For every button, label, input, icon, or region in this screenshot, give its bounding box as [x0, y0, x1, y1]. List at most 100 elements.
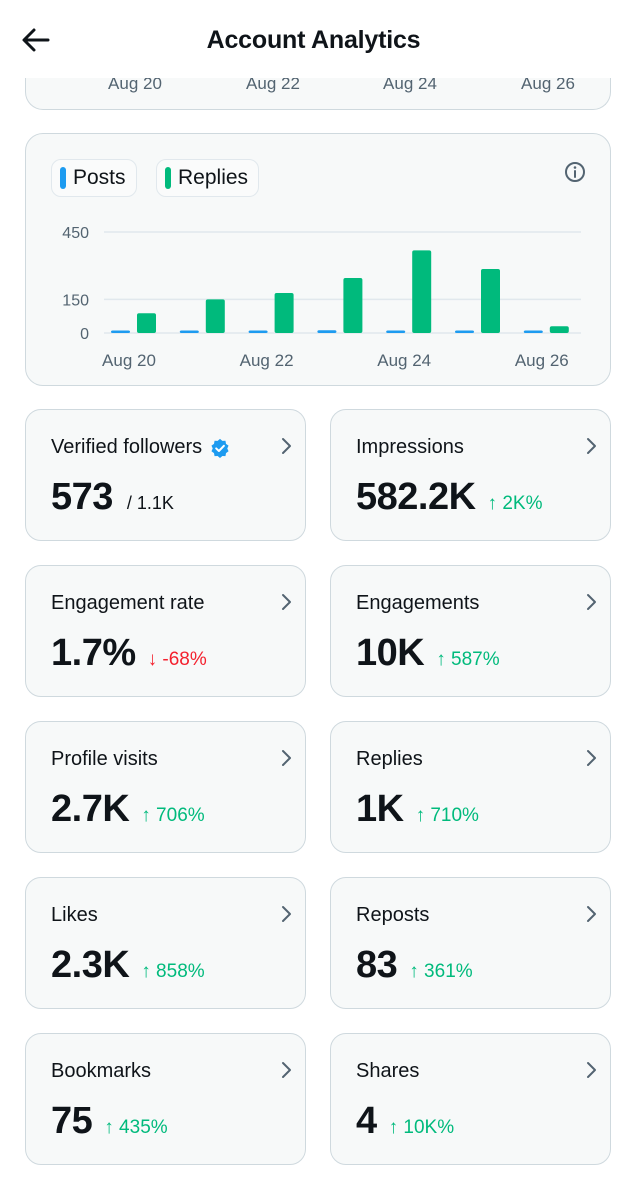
stat-card-verified-followers[interactable]: Verified followers 573 / 1.1K — [25, 409, 306, 541]
stat-label-text: Bookmarks — [51, 1060, 152, 1082]
stat-value: 1.7% — [51, 632, 136, 674]
posts-bar[interactable] — [455, 330, 474, 334]
legend-replies[interactable]: Replies — [156, 159, 260, 197]
y-tick-label: 450 — [62, 225, 89, 242]
x-tick-label: Aug 20 — [108, 74, 162, 93]
stat-card-profile-visits[interactable]: Profile visits 2.7K ↑ 706% — [25, 721, 306, 853]
replies-bar[interactable] — [343, 278, 363, 333]
chevron-right-icon — [587, 438, 596, 454]
info-icon[interactable] — [563, 160, 587, 184]
legend-posts-label: Posts — [73, 166, 126, 189]
stat-label-text: Impressions — [356, 436, 464, 458]
back-arrow-icon[interactable] — [18, 22, 54, 58]
stat-value-row: 2.3K ↑ 858% — [51, 944, 205, 987]
stat-label-text: Shares — [356, 1060, 420, 1082]
stat-value-row: 2.7K ↑ 706% — [51, 788, 205, 831]
stat-value-row: 10K ↑ 587% — [356, 632, 500, 675]
chevron-right-icon — [282, 750, 291, 766]
top-bar: Account Analytics — [0, 0, 627, 78]
legend-posts[interactable]: Posts — [51, 159, 137, 197]
posts-bar[interactable] — [248, 330, 268, 334]
stat-label: Verified followers — [51, 436, 230, 459]
replies-bar[interactable] — [549, 326, 569, 333]
posts-bar[interactable] — [523, 330, 543, 334]
stat-change: ↑ 706% — [141, 805, 205, 826]
stat-value-row: 582.2K ↑ 2K% — [356, 476, 542, 519]
replies-swatch — [165, 167, 171, 189]
verified-badge-icon — [211, 438, 229, 458]
stat-value-row: 4 ↑ 10K% — [356, 1100, 454, 1143]
stat-value: 2.7K — [51, 788, 130, 830]
stat-label: Shares — [356, 1060, 419, 1083]
x-tick-label: Aug 22 — [246, 74, 300, 93]
stat-label: Replies — [356, 748, 423, 771]
x-tick-label: Aug 22 — [240, 351, 294, 370]
posts-bar[interactable] — [386, 330, 406, 334]
posts-bar[interactable] — [179, 330, 199, 334]
stat-label-text: Engagements — [356, 592, 480, 614]
stat-value-row: 83 ↑ 361% — [356, 944, 473, 987]
stat-change: ↑ 10K% — [388, 1117, 455, 1138]
replies-bar[interactable] — [205, 299, 225, 333]
posts-swatch — [60, 167, 66, 189]
x-tick-label: Aug 20 — [102, 351, 156, 370]
stat-label-text: Engagement rate — [51, 592, 205, 614]
stat-change: ↑ 858% — [141, 961, 205, 982]
stat-label-text: Verified followers — [51, 436, 203, 458]
chevron-right-icon — [282, 906, 291, 922]
replies-bar[interactable] — [481, 269, 500, 333]
chevron-right-icon — [587, 1062, 596, 1078]
stat-card-bookmarks[interactable]: Bookmarks 75 ↑ 435% — [25, 1033, 306, 1165]
stat-change: ↑ 361% — [409, 961, 473, 982]
stat-card-impressions[interactable]: Impressions 582.2K ↑ 2K% — [330, 409, 611, 541]
x-tick-label: Aug 26 — [521, 74, 575, 93]
stat-value: 1K — [356, 788, 404, 830]
x-tick-label: Aug 24 — [383, 74, 437, 93]
stat-change: ↓ -68% — [147, 649, 207, 670]
stat-label-text: Likes — [51, 904, 98, 926]
chevron-right-icon — [282, 438, 291, 454]
stat-value-row: 1K ↑ 710% — [356, 788, 479, 831]
bar-chart: 450 150 0 Aug 20 Aug 22 Aug 24 Aug 26 — [62, 225, 581, 370]
stat-label: Engagements — [356, 592, 479, 615]
stat-card-likes[interactable]: Likes 2.3K ↑ 858% — [25, 877, 306, 1009]
y-tick-label: 150 — [62, 292, 89, 309]
chevron-right-icon — [587, 906, 596, 922]
chevron-right-icon — [587, 594, 596, 610]
stat-label: Bookmarks — [51, 1060, 151, 1083]
stat-change: ↑ 435% — [104, 1117, 168, 1138]
stat-card-replies[interactable]: Replies 1K ↑ 710% — [330, 721, 611, 853]
stat-value: 4 — [356, 1100, 377, 1142]
stat-value: 582.2K — [356, 476, 476, 518]
page-title: Account Analytics — [206, 26, 421, 54]
x-tick-label: Aug 24 — [377, 351, 431, 370]
stat-label-text: Profile visits — [51, 748, 158, 770]
chevron-right-icon — [282, 594, 291, 610]
y-tick-label: 0 — [80, 326, 89, 343]
stat-total: / 1.1K — [126, 493, 174, 513]
chevron-right-icon — [587, 750, 596, 766]
posts-bar[interactable] — [111, 330, 130, 334]
stat-label-text: Reposts — [356, 904, 430, 926]
replies-bar[interactable] — [137, 313, 156, 333]
legend-replies-label: Replies — [178, 166, 249, 189]
stat-label: Profile visits — [51, 748, 158, 771]
posts-bar[interactable] — [317, 330, 337, 333]
posts-replies-chart-card: Posts Replies 450 150 0 Aug 20 Aug 22 Aug 24 A… — [25, 133, 611, 386]
replies-bar[interactable] — [412, 250, 432, 333]
stat-change: ↑ 2K% — [487, 493, 543, 514]
stat-card-shares[interactable]: Shares 4 ↑ 10K% — [330, 1033, 611, 1165]
stat-value: 83 — [356, 944, 398, 986]
stat-card-reposts[interactable]: Reposts 83 ↑ 361% — [330, 877, 611, 1009]
stat-value-row: 573 / 1.1K — [51, 476, 174, 519]
stat-card-engagement-rate[interactable]: Engagement rate 1.7% ↓ -68% — [25, 565, 306, 697]
chevron-right-icon — [282, 1062, 291, 1078]
stat-label: Engagement rate — [51, 592, 204, 615]
stat-card-engagements[interactable]: Engagements 10K ↑ 587% — [330, 565, 611, 697]
replies-bar[interactable] — [274, 293, 294, 333]
stat-label: Impressions — [356, 436, 464, 459]
stat-value: 75 — [51, 1100, 93, 1142]
x-tick-label: Aug 26 — [515, 351, 569, 370]
stat-value: 573 — [51, 476, 113, 518]
stat-change: ↑ 587% — [436, 649, 500, 670]
